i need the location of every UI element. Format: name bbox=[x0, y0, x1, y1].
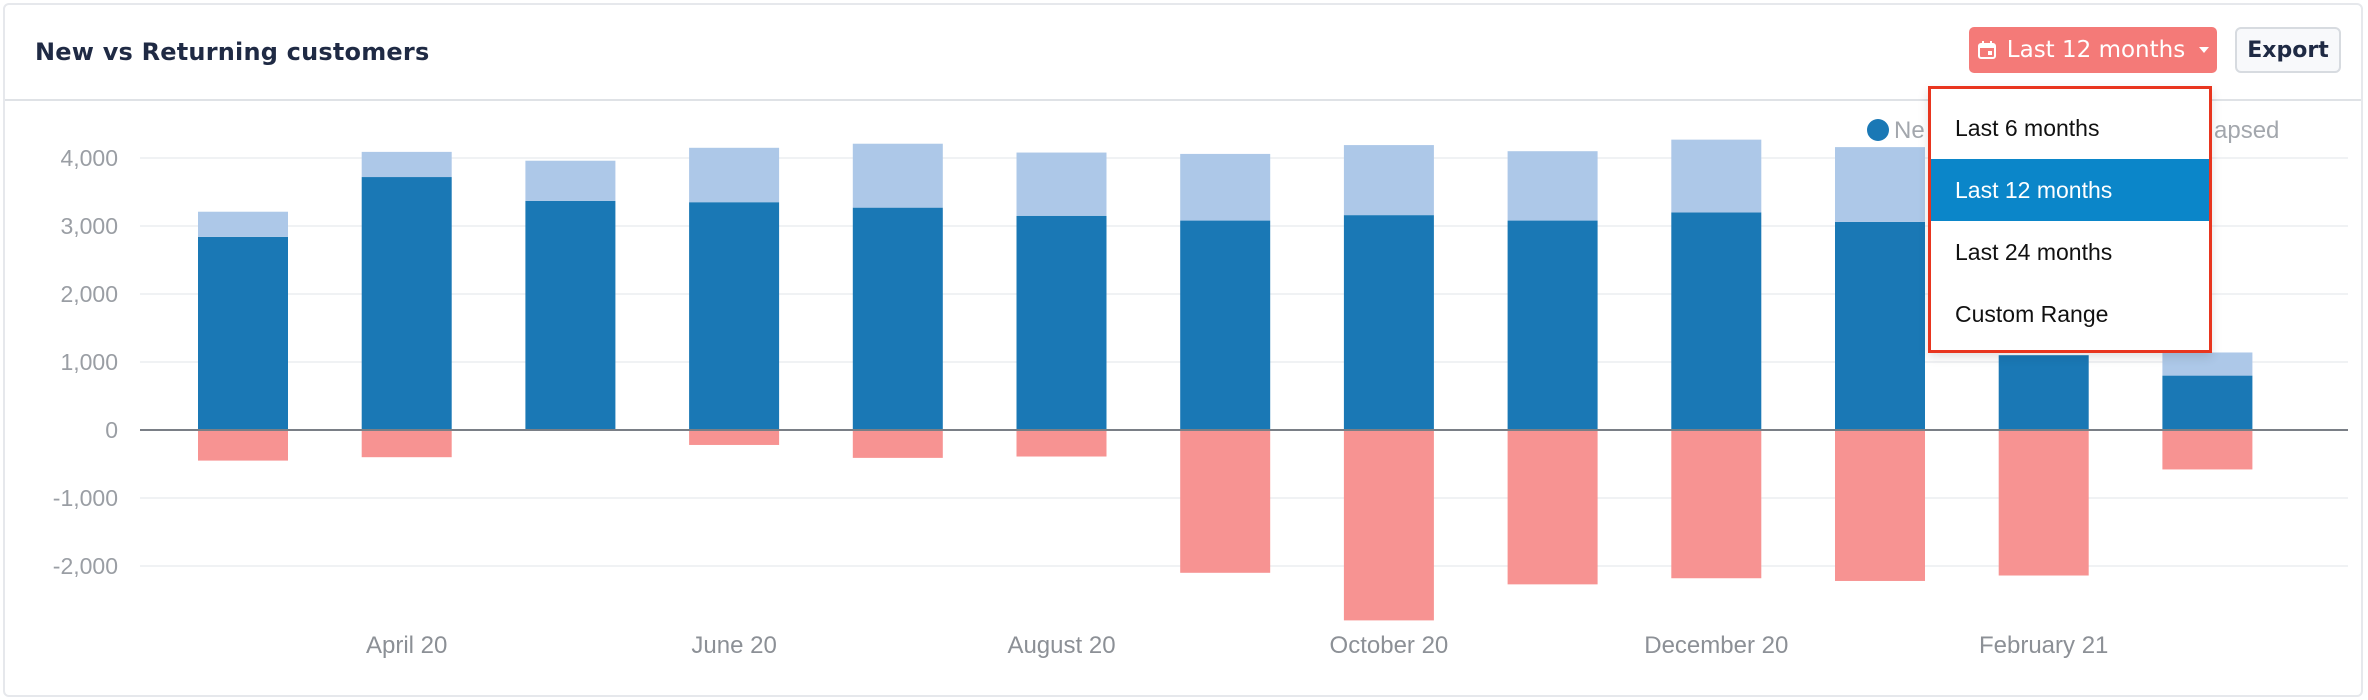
date-range-dropdown: Last 6 months Last 12 months Last 24 mon… bbox=[1928, 86, 2212, 353]
bar-segment-new bbox=[1507, 220, 1598, 430]
legend-text-left: Ne bbox=[1894, 117, 1925, 144]
x-tick-label: October 20 bbox=[1330, 632, 1449, 659]
y-tick-label: 3,000 bbox=[60, 213, 118, 239]
bar-segment-lapsed bbox=[852, 430, 943, 458]
bar-segment-returning bbox=[1180, 153, 1271, 221]
bar-segment-new bbox=[1671, 212, 1762, 430]
y-tick-label: 0 bbox=[105, 417, 118, 443]
chart-title: New vs Returning customers bbox=[35, 38, 430, 66]
bar-segment-lapsed bbox=[1343, 430, 1434, 621]
y-tick-label: -1,000 bbox=[53, 485, 118, 511]
bar-segment-new bbox=[1343, 215, 1434, 430]
bar-segment-new bbox=[361, 177, 452, 430]
bar-segment-returning bbox=[1835, 147, 1925, 222]
y-tick-label: 4,000 bbox=[60, 145, 118, 171]
bar-segment-returning bbox=[1507, 151, 1598, 221]
legend-text-right: apsed bbox=[2214, 117, 2279, 144]
bar-segment-returning bbox=[198, 211, 288, 237]
bar-segment-returning bbox=[525, 160, 616, 201]
bar-segment-lapsed bbox=[1016, 430, 1107, 457]
bar-segment-new bbox=[689, 202, 780, 430]
bar-segment-lapsed bbox=[1507, 430, 1598, 585]
bar-segment-lapsed bbox=[689, 430, 780, 445]
dropdown-option-last-12-months[interactable]: Last 12 months bbox=[1931, 159, 2209, 221]
bar-segment-new bbox=[2162, 375, 2253, 430]
y-tick-label: 2,000 bbox=[60, 281, 118, 307]
bar-segment-lapsed bbox=[2162, 430, 2253, 470]
x-tick-label: February 21 bbox=[1979, 632, 2108, 659]
bar-segment-new bbox=[1835, 221, 1925, 430]
date-range-label: Last 12 months bbox=[2006, 37, 2186, 63]
x-tick-label: April 20 bbox=[366, 632, 447, 659]
x-tick-label: December 20 bbox=[1644, 632, 1788, 659]
x-tick-label: August 20 bbox=[1007, 632, 1115, 659]
y-tick-label: 1,000 bbox=[60, 349, 118, 375]
bar-segment-returning bbox=[361, 151, 452, 178]
bar-segment-returning bbox=[2162, 352, 2253, 376]
legend-new-marker bbox=[1867, 119, 1889, 141]
export-button[interactable]: Export bbox=[2235, 27, 2341, 73]
dropdown-option-custom-range[interactable]: Custom Range bbox=[1955, 301, 2109, 327]
bar-segment-returning bbox=[1343, 145, 1434, 216]
bar-segment-new bbox=[1180, 220, 1271, 430]
y-tick-label: -2,000 bbox=[53, 553, 118, 579]
x-tick-label: June 20 bbox=[691, 632, 776, 659]
calendar-icon bbox=[1977, 41, 1996, 59]
bar-segment-new bbox=[852, 207, 943, 430]
dropdown-option-last-6-months[interactable]: Last 6 months bbox=[1955, 115, 2100, 141]
bar-segment-lapsed bbox=[1180, 430, 1271, 573]
dropdown-option-last-24-months[interactable]: Last 24 months bbox=[1955, 239, 2113, 265]
caret-down-icon bbox=[2199, 47, 2210, 53]
bar-segment-new bbox=[1016, 215, 1107, 430]
bar-segment-lapsed bbox=[1835, 430, 1925, 581]
bar-segment-returning bbox=[689, 147, 780, 203]
bar-segment-new bbox=[1998, 355, 2089, 430]
bar-segment-returning bbox=[1016, 152, 1107, 216]
bar-segment-returning bbox=[852, 143, 943, 208]
bar-segment-lapsed bbox=[1998, 430, 2089, 576]
bar-segment-returning bbox=[1671, 139, 1762, 213]
bar-segment-lapsed bbox=[198, 430, 288, 461]
bar-segment-new bbox=[198, 236, 288, 430]
bar-segment-new bbox=[525, 200, 616, 430]
date-range-button[interactable]: Last 12 months bbox=[1969, 27, 2217, 73]
bar-segment-lapsed bbox=[1671, 430, 1762, 579]
bar-segment-lapsed bbox=[361, 430, 452, 458]
card-header: New vs Returning customers Last 12 month… bbox=[5, 5, 2361, 101]
